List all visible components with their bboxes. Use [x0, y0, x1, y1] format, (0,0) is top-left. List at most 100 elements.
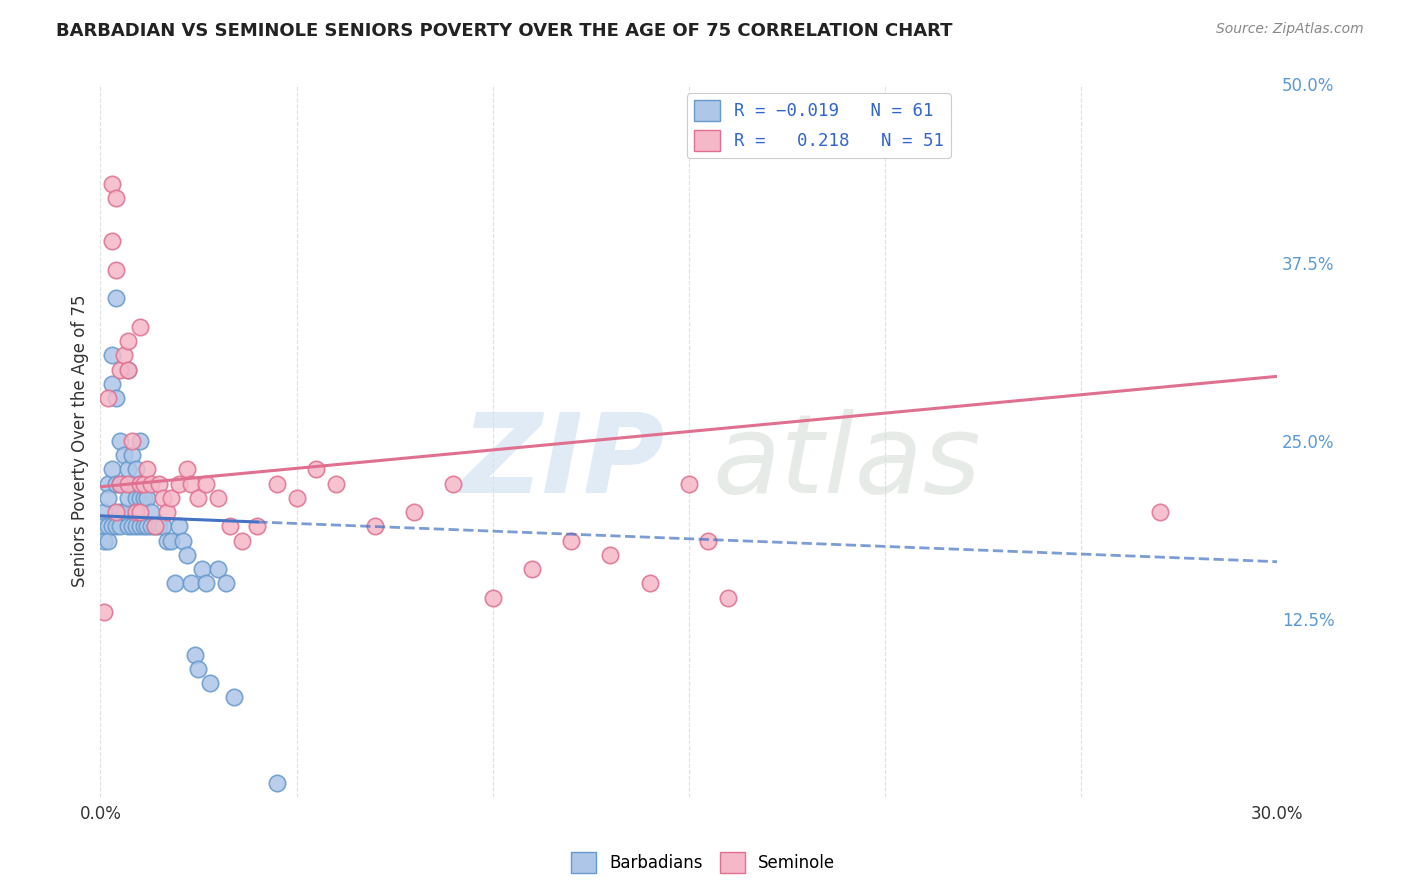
Point — [167, 519, 190, 533]
Point — [152, 519, 174, 533]
Legend: R = −0.019   N = 61, R =   0.218   N = 51: R = −0.019 N = 61, R = 0.218 N = 51 — [688, 93, 950, 158]
Point — [128, 491, 150, 505]
Point — [195, 476, 218, 491]
Point — [163, 576, 186, 591]
Point — [218, 519, 240, 533]
Point — [124, 491, 146, 505]
Point — [678, 476, 700, 491]
Point — [143, 519, 166, 533]
Point — [136, 491, 159, 505]
Point — [167, 476, 190, 491]
Point — [207, 491, 229, 505]
Text: BARBADIAN VS SEMINOLE SENIORS POVERTY OVER THE AGE OF 75 CORRELATION CHART: BARBADIAN VS SEMINOLE SENIORS POVERTY OV… — [56, 22, 953, 40]
Point — [697, 533, 720, 548]
Point — [215, 576, 238, 591]
Point — [231, 533, 253, 548]
Point — [141, 476, 163, 491]
Point — [128, 519, 150, 533]
Point — [97, 391, 120, 405]
Point — [176, 462, 198, 476]
Point — [136, 519, 159, 533]
Point — [148, 476, 170, 491]
Point — [560, 533, 582, 548]
Point — [200, 676, 222, 690]
Point — [156, 505, 179, 519]
Point — [93, 505, 115, 519]
Point — [132, 476, 155, 491]
Point — [717, 591, 740, 605]
Point — [101, 348, 124, 362]
Point — [207, 562, 229, 576]
Point — [105, 291, 128, 305]
Point — [121, 448, 143, 462]
Point — [121, 519, 143, 533]
Point — [128, 319, 150, 334]
Point — [105, 262, 128, 277]
Point — [187, 491, 209, 505]
Point — [148, 519, 170, 533]
Point — [105, 192, 128, 206]
Point — [132, 519, 155, 533]
Point — [160, 491, 183, 505]
Point — [93, 533, 115, 548]
Point — [222, 690, 245, 705]
Point — [305, 462, 328, 476]
Point — [520, 562, 543, 576]
Point — [97, 533, 120, 548]
Point — [105, 476, 128, 491]
Point — [108, 476, 131, 491]
Point — [141, 505, 163, 519]
Point — [132, 491, 155, 505]
Point — [441, 476, 464, 491]
Point — [183, 648, 205, 662]
Text: Source: ZipAtlas.com: Source: ZipAtlas.com — [1216, 22, 1364, 37]
Point — [187, 662, 209, 676]
Point — [325, 476, 347, 491]
Point — [108, 476, 131, 491]
Point — [195, 576, 218, 591]
Text: atlas: atlas — [713, 409, 981, 516]
Point — [136, 462, 159, 476]
Point — [121, 434, 143, 448]
Point — [117, 462, 139, 476]
Point — [97, 491, 120, 505]
Point — [599, 548, 621, 562]
Text: ZIP: ZIP — [461, 409, 665, 516]
Point — [176, 548, 198, 562]
Point — [124, 519, 146, 533]
Point — [152, 491, 174, 505]
Point — [404, 505, 426, 519]
Point — [1149, 505, 1171, 519]
Point — [108, 505, 131, 519]
Point — [108, 362, 131, 376]
Point — [117, 334, 139, 348]
Point — [117, 362, 139, 376]
Point — [128, 476, 150, 491]
Point — [108, 434, 131, 448]
Point — [638, 576, 661, 591]
Point — [117, 476, 139, 491]
Point — [143, 519, 166, 533]
Point — [266, 776, 288, 790]
Point — [128, 434, 150, 448]
Point — [128, 505, 150, 519]
Point — [117, 491, 139, 505]
Point — [160, 533, 183, 548]
Point — [364, 519, 387, 533]
Point — [121, 476, 143, 491]
Point — [108, 519, 131, 533]
Point — [117, 362, 139, 376]
Point — [191, 562, 214, 576]
Point — [112, 448, 135, 462]
Point — [112, 348, 135, 362]
Point — [156, 533, 179, 548]
Point — [246, 519, 269, 533]
Point — [124, 505, 146, 519]
Point — [285, 491, 308, 505]
Point — [141, 519, 163, 533]
Point — [101, 178, 124, 192]
Point — [93, 605, 115, 619]
Point — [112, 476, 135, 491]
Point — [172, 533, 194, 548]
Point — [105, 505, 128, 519]
